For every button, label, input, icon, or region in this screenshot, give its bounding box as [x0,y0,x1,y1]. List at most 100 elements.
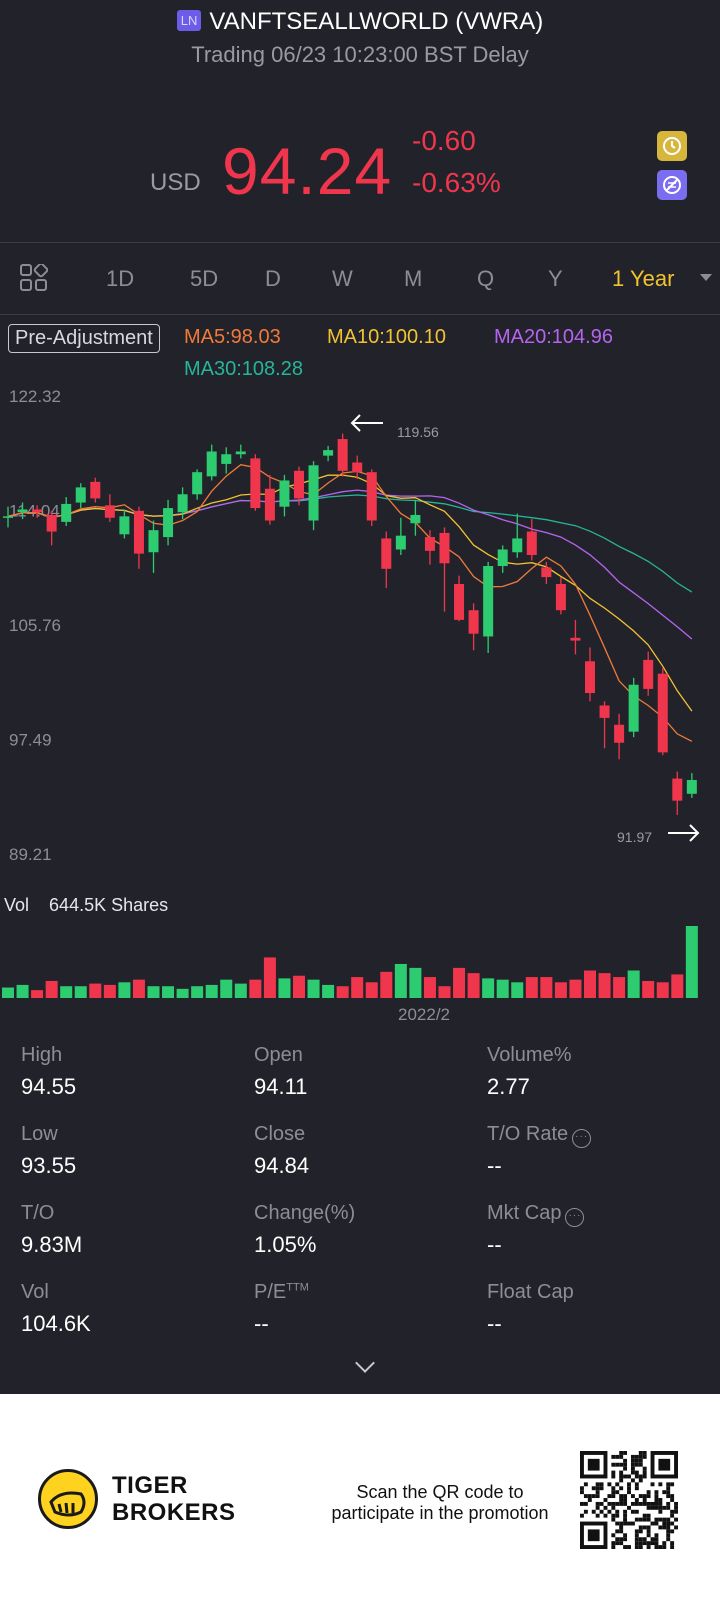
qr-module [650,1505,655,1510]
qr-module [619,1537,624,1542]
qr-module [611,1454,616,1459]
candle-body [308,465,319,521]
tab-quarter[interactable]: Q [477,266,495,291]
qr-module [646,1490,651,1495]
qr-module [666,1517,671,1522]
candle-body [614,724,625,743]
qr-module [646,1541,651,1546]
qr-module [662,1490,667,1495]
qr-module [666,1521,671,1526]
expand-chevron-icon[interactable] [355,1353,375,1373]
candle-body [395,535,406,550]
qr-code-icon[interactable] [580,1451,678,1549]
candle-body [686,779,697,794]
qr-module [654,1545,659,1549]
qr-module [595,1501,600,1506]
qr-module [662,1541,667,1546]
volume-bar [191,986,204,998]
qr-module [611,1505,616,1510]
candle-body [75,487,86,503]
quote-header: LN VANFTSEALLWORLD (VWRA) Trading 06/23 1… [0,0,720,242]
candle-body [424,537,435,551]
qr-module [591,1509,596,1514]
qr-module [615,1537,620,1542]
candle-body [104,505,115,518]
info-icon[interactable]: ··· [572,1129,592,1148]
qr-module [670,1482,675,1487]
qr-module [658,1505,663,1510]
qr-module [611,1470,616,1475]
tab-day[interactable]: D [265,266,281,291]
qr-module [642,1494,647,1499]
stat-mktcap-value: -- [487,1232,502,1257]
candle-body [526,531,537,556]
qr-module [580,1486,584,1491]
qr-module [646,1533,651,1538]
stat-open-value: 94.11 [254,1074,308,1099]
qr-module [583,1494,588,1499]
volume-bar [642,980,655,998]
tab-1-year[interactable]: 1 Year [612,266,675,291]
stat-change-value: 1.05% [254,1232,317,1257]
qr-module [619,1501,624,1506]
qr-module [603,1513,608,1518]
qr-module [623,1501,628,1506]
qr-module [630,1509,635,1514]
candle-body [221,454,232,464]
volume-bar [540,977,553,998]
qr-module [638,1501,643,1506]
qr-module [674,1509,678,1514]
qr-module [619,1525,624,1530]
qr-module [619,1454,624,1459]
volume-bar [467,973,480,998]
period-dropdown-icon[interactable] [700,274,712,281]
stat-close-value: 94.84 [254,1153,310,1178]
tab-year[interactable]: Y [548,266,563,291]
qr-module [638,1541,643,1546]
qr-module [674,1517,678,1522]
stat-low-value: 93.55 [21,1153,77,1178]
volume-bar [453,967,466,998]
qr-module [650,1521,655,1526]
layout-grid-icon[interactable] [20,262,49,297]
qr-module [623,1521,628,1526]
qr-module [587,1498,592,1502]
volume-bar [423,977,436,998]
qr-module [670,1521,675,1526]
qr-module [627,1474,631,1479]
qr-module [638,1517,643,1522]
tab-5d[interactable]: 5D [190,266,219,291]
candle-body [32,509,43,513]
candle-body [468,610,479,634]
tab-week[interactable]: W [332,266,353,291]
brand-line-2: BROKERS [112,1499,236,1526]
volume-label: Vol [4,895,30,915]
qr-module [654,1501,659,1506]
candle-body [17,509,28,513]
qr-module [595,1505,600,1510]
price-row: USD 94.24 -0.60 -0.63% [0,125,720,208]
promo-line-2: participate in the promotion [331,1503,549,1523]
qr-module [627,1482,631,1487]
history-clock-icon[interactable] [657,131,687,161]
qr-module [658,1517,663,1522]
pre-adjustment-toggle[interactable]: Pre-Adjustment [8,324,160,353]
tab-month[interactable]: M [404,266,423,291]
qr-module [634,1482,639,1487]
qr-module [619,1498,624,1502]
no-margin-icon[interactable] [657,170,687,200]
volume-bar [74,986,87,998]
tab-1d[interactable]: 1D [106,266,135,291]
qr-module [580,1501,584,1506]
stat-to-rate-value: -- [487,1153,502,1178]
qr-module [638,1462,643,1467]
qr-module [595,1490,600,1495]
qr-module [670,1513,675,1518]
candle-body [61,503,72,522]
info-icon[interactable]: ··· [565,1208,585,1227]
qr-module [666,1501,671,1506]
promo-text: Scan the QR code to participate in the p… [320,1482,560,1524]
qr-module [654,1498,659,1502]
qr-module [634,1501,639,1506]
